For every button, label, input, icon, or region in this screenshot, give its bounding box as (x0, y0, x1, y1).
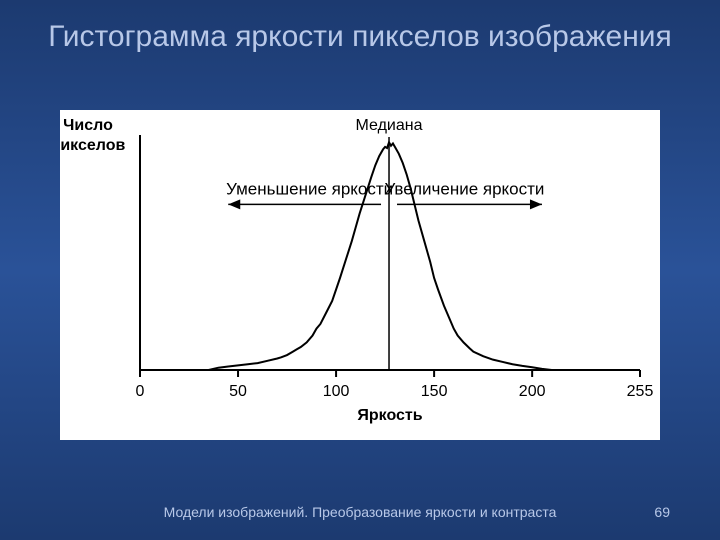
svg-text:100: 100 (323, 383, 350, 400)
svg-text:Яркость: Яркость (357, 407, 422, 424)
svg-text:Увеличение яркости: Увеличение яркости (385, 179, 545, 198)
svg-text:50: 50 (229, 383, 247, 400)
svg-text:Число: Число (63, 117, 113, 134)
chart-svg: 0 50 100 150 200 255 Яркость Число пикселов Медиа… (60, 110, 660, 440)
page-number: 69 (654, 504, 670, 520)
histogram-chart: 0 50 100 150 200 255 Яркость Число пикселов Медиа… (60, 110, 660, 440)
svg-text:255: 255 (627, 383, 654, 400)
slide: Гистограмма яркости пикселов изображения… (0, 0, 720, 540)
svg-text:пикселов: пикселов (60, 137, 125, 154)
svg-text:0: 0 (136, 383, 145, 400)
svg-text:150: 150 (421, 383, 448, 400)
footer-text: Модели изображений. Преобразование яркос… (164, 504, 557, 520)
svg-text:Уменьшение яркости: Уменьшение яркости (226, 179, 393, 198)
svg-text:Медиана: Медиана (356, 117, 423, 134)
slide-title: Гистограмма яркости пикселов изображения (0, 20, 720, 54)
svg-text:200: 200 (519, 383, 546, 400)
footer: Модели изображений. Преобразование яркос… (0, 504, 720, 520)
